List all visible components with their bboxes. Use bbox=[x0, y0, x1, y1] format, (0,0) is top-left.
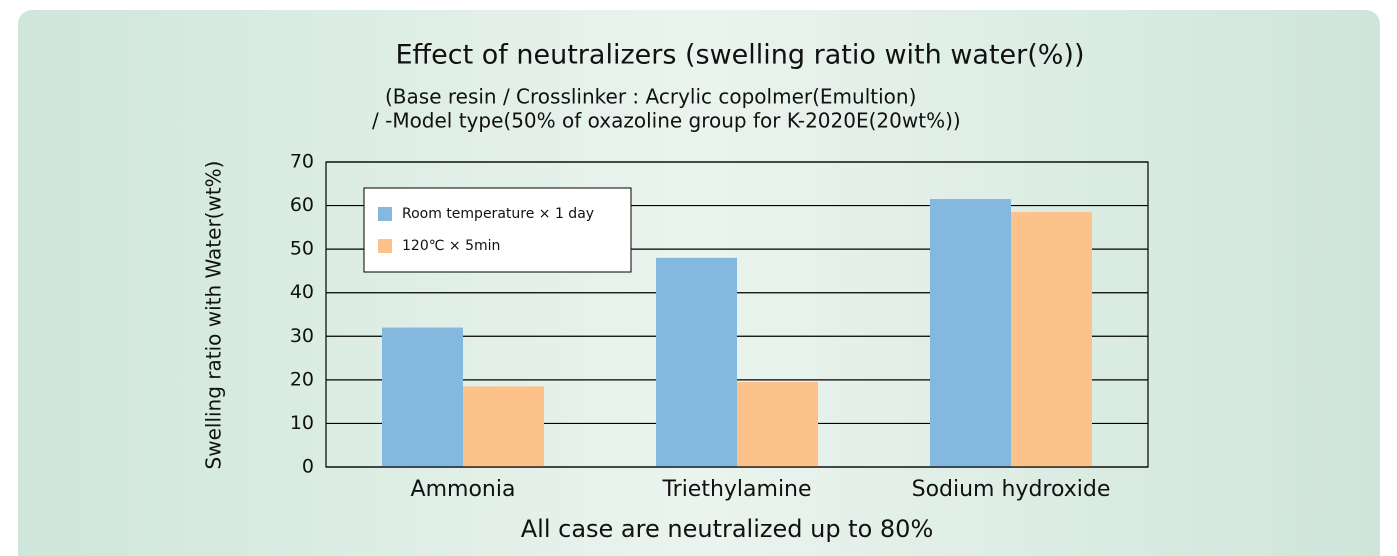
y-tick-label: 10 bbox=[290, 412, 314, 434]
y-tick-label: 30 bbox=[290, 325, 314, 347]
y-tick-label: 60 bbox=[290, 194, 314, 216]
legend-swatch bbox=[378, 239, 392, 253]
bar bbox=[382, 327, 463, 467]
x-tick-label: Ammonia bbox=[411, 477, 516, 502]
legend-label: 120℃ × 5min bbox=[402, 238, 500, 254]
y-tick-label: 40 bbox=[290, 281, 314, 303]
y-tick-label: 70 bbox=[290, 151, 314, 173]
x-axis-title: All case are neutralized up to 80% bbox=[521, 515, 934, 543]
chart-subtitle: (Base resin / Crosslinker : Acrylic copo… bbox=[385, 85, 916, 109]
legend-swatch bbox=[378, 207, 392, 221]
bar bbox=[1011, 212, 1092, 467]
y-tick-label: 50 bbox=[290, 238, 314, 260]
x-tick-label: Triethylamine bbox=[661, 477, 811, 502]
y-tick-label: 0 bbox=[302, 456, 314, 478]
legend-box bbox=[363, 187, 632, 273]
y-tick-label: 20 bbox=[290, 368, 314, 390]
bar bbox=[737, 382, 818, 467]
chart-subtitle: / -Model type(50% of oxazoline group for… bbox=[372, 109, 961, 133]
plot-frame bbox=[325, 161, 1149, 468]
bar bbox=[463, 386, 544, 467]
y-axis-title: Swelling ratio with Water(wt%) bbox=[202, 161, 226, 470]
bar bbox=[656, 257, 737, 467]
x-tick-label: Sodium hydroxide bbox=[912, 477, 1111, 502]
chart-title: Effect of neutralizers (swelling ratio w… bbox=[395, 40, 1084, 71]
bar bbox=[930, 199, 1011, 468]
legend-label: Room temperature × 1 day bbox=[402, 206, 594, 222]
